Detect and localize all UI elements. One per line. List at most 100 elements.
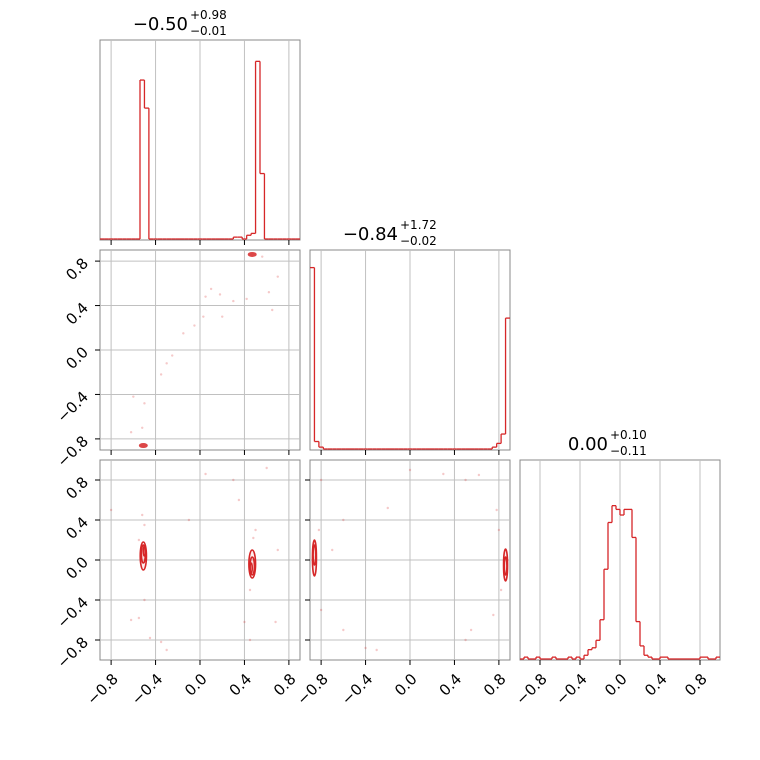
panel-p0-p1-point-7 [202,315,205,318]
panel-p0-p1-point-6 [271,308,274,312]
panel-p1-p2-point-4 [442,472,445,476]
panel-p1-p2-point-0 [319,478,323,482]
x-tick-label-p0-2: 0.0 [181,670,211,700]
y-tick-label-p2-row2-0: −0.8 [54,633,92,671]
panel-p0-p1-group [129,251,279,449]
panel-p0-p1-point-0 [209,287,213,291]
hist-p2-group [520,505,720,660]
panel-p0-p2-point-18 [276,548,279,552]
panel-p1-p2-point-17 [477,473,481,477]
panel-p0-p2-point-1 [143,523,146,527]
panel-p1-p2-contour-1 [312,544,317,566]
lower-error-label-p0: −0.01 [190,24,227,38]
panel-p0-p2-point-9 [204,472,207,476]
panel-p0-p2-point-4 [137,616,141,620]
y-tick-label-p2-row2-1: −0.4 [54,593,92,631]
panel-p0-p1-cluster-1 [138,443,148,449]
x-tick-label-p1-3: 0.4 [436,670,466,700]
panel-p0-p1-point-1 [218,293,222,296]
median-label-p0: −0.50 [133,14,188,35]
lower-error-label-p1: −0.02 [400,234,437,248]
panel-p0-p2-point-15 [243,620,246,624]
panel-p0-p1-point-4 [245,297,248,301]
y-tick-label-p1-row1-4: 0.8 [62,254,92,284]
panel-p0-p2-point-16 [248,638,252,642]
x-tick-label-p0-3: 0.4 [226,670,256,700]
panel-p1-p2-point-7 [497,528,501,532]
panel-p1-p2-point-3 [408,468,412,472]
panel-p0-p2-point-21 [137,538,141,542]
x-tick-label-p2-2: 0.0 [601,670,631,700]
panel-p0-p1-point-17 [221,315,224,318]
panel-p1-p2-group [311,468,509,652]
panel-p0-p1-point-18 [261,255,264,258]
panel-p0-p1-point-8 [193,324,196,327]
panel-p0-p2-point-20 [265,466,268,470]
y-tick-label-p1-row1-0: −0.8 [54,432,92,470]
x-tick-label-p2-0: −0.8 [512,670,550,708]
panel-p1-p2-point-18 [331,548,334,552]
y-tick-label-p2-row2-4: 0.8 [62,473,92,503]
panel-p0-p2-point-14 [248,588,252,592]
panel-p0-p2-point-7 [165,648,168,652]
panel-p0-p2-point-6 [148,636,152,640]
panel-p1-p2-point-9 [492,613,495,617]
panel-p0-p1-point-15 [129,431,133,434]
y-tick-label-p1-row1-2: 0.0 [62,343,92,373]
y-tick-label-p2-row2-2: 0.0 [62,553,92,583]
panel-p0-p1-point-10 [171,354,174,357]
x-tick-label-p1-0: −0.8 [293,670,331,708]
panel-p0-p1-point-2 [204,295,207,298]
panel-p1-p2-point-12 [364,646,367,650]
panel-p1-p2-point-5 [464,478,467,482]
panel-p0-p2-point-8 [187,518,191,522]
x-tick-label-p2-3: 0.4 [641,670,671,700]
panel-p0-p2-point-12 [254,528,257,532]
hist-p1-group [310,266,510,450]
panel-p0-p1-point-9 [182,332,185,335]
panel-p0-p1-point-19 [267,291,271,294]
panel-p0-p1-point-11 [165,362,168,365]
panel-p1-p2-point-15 [319,608,323,612]
panel-p0-p2-point-5 [129,618,133,622]
upper-error-label-p2: +0.10 [610,428,647,442]
x-tick-label-p1-1: −0.4 [338,670,376,708]
upper-error-label-p1: +1.72 [400,218,437,232]
panel-p0-p1-point-13 [132,395,135,398]
panel-p1-p2-point-1 [342,518,345,522]
panel-p0-p1-point-12 [143,402,146,405]
panel-p0-p2-contour-2 [142,545,147,557]
panel-p0-p2-point-17 [274,620,277,624]
panel-p0-p2-point-10 [232,478,235,482]
lower-error-label-p2: −0.11 [610,444,647,458]
x-tick-label-p0-0: −0.8 [83,670,121,708]
x-tick-label-p1-2: 0.0 [391,670,421,700]
panel-p0-p2-point-11 [237,498,241,502]
panel-p1-p2-point-10 [464,638,467,642]
panel-p1-p2-point-16 [317,528,321,532]
x-tick-label-p2-4: 0.8 [681,670,711,700]
panel-p0-p2-point-13 [252,536,255,540]
panel-p1-p2-point-13 [375,648,378,652]
panel-p0-p1-point-3 [232,299,235,303]
x-tick-label-p0-1: −0.4 [128,670,166,708]
panel-p1-p2-point-8 [499,588,503,592]
hist-p0-group [100,60,300,240]
panel-p1-p2-point-11 [469,628,473,632]
x-tick-label-p2-1: −0.4 [552,670,590,708]
x-tick-label-p1-4: 0.8 [480,670,510,700]
panel-p0-p2-point-3 [143,598,146,602]
y-tick-label-p1-row1-3: 0.4 [62,299,92,329]
panel-p0-p1-point-5 [276,275,279,278]
panel-p1-p2-point-2 [386,506,389,510]
y-tick-label-p1-row1-1: −0.4 [54,388,92,426]
panel-p0-p2-contour-5 [249,562,254,574]
panel-p0-p2-group [109,466,279,652]
panel-p0-p1-cluster-0 [247,251,257,257]
y-tick-label-p2-row2-3: 0.4 [62,513,92,543]
median-label-p2: 0.00 [568,434,608,455]
panel-p1-p2-point-14 [342,628,345,632]
panel-p1-p2-contour-3 [503,556,508,576]
panel-p0-p2-point-0 [109,508,113,512]
